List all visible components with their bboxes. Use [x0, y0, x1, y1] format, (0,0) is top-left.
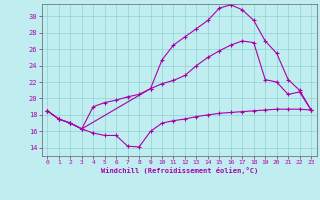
- X-axis label: Windchill (Refroidissement éolien,°C): Windchill (Refroidissement éolien,°C): [100, 167, 258, 174]
